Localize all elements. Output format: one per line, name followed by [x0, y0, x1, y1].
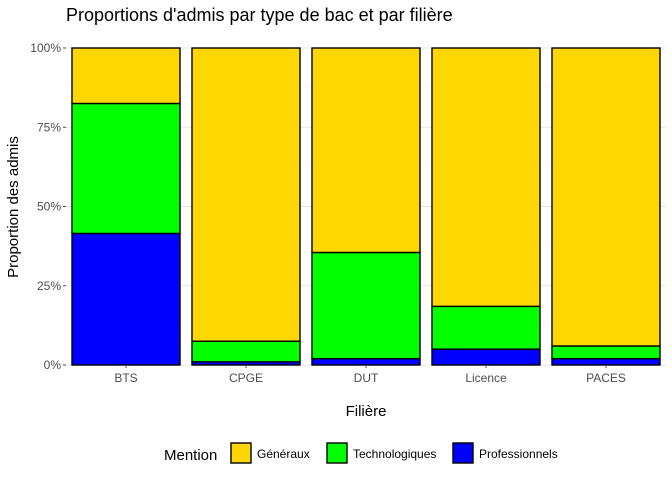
bar-paces-generaux [551, 47, 661, 347]
bar-licence-professionnels [431, 348, 541, 366]
bar-cpge-generaux [191, 47, 301, 342]
legend-label: Technologiques [353, 447, 436, 461]
x-tick-label: PACES [586, 371, 626, 385]
bar-paces-technologiques [551, 345, 661, 360]
legend-label: Professionnels [479, 447, 558, 461]
bar-paces-professionnels [551, 357, 661, 366]
legend-title: Mention [164, 447, 217, 464]
x-tick-label: BTS [114, 371, 137, 385]
bar-dut-generaux [311, 47, 421, 254]
x-axis-title: Filière [346, 403, 387, 420]
bar-bts-professionnels [71, 232, 181, 366]
legend: Mention Généraux Technologiques Profession… [164, 442, 558, 464]
x-tick-label: DUT [354, 371, 379, 385]
bar-dut-technologiques [311, 251, 421, 360]
y-tick-label: 25% [37, 279, 61, 293]
bars [71, 47, 661, 366]
y-tick-label: 75% [37, 120, 61, 134]
chart-title: Proportions d'admis par type de bac et p… [66, 5, 453, 25]
legend-key-professionnels [452, 442, 474, 464]
legend-key-generaux [230, 442, 252, 464]
bar-licence-generaux [431, 47, 541, 308]
x-tick-label: Licence [465, 371, 507, 385]
legend-label: Généraux [257, 447, 310, 461]
x-tick-label: CPGE [229, 371, 263, 385]
x-axis: BTS CPGE DUT Licence PACES [114, 365, 626, 385]
y-tick-label: 0% [44, 358, 62, 372]
y-tick-label: 100% [30, 41, 61, 55]
y-axis-title: Proportion des admis [5, 136, 22, 278]
bar-licence-technologiques [431, 305, 541, 350]
y-tick-label: 50% [37, 200, 61, 214]
bar-dut-professionnels [311, 357, 421, 366]
bar-bts-generaux [71, 47, 181, 105]
bar-cpge-technologiques [191, 340, 301, 363]
legend-key-technologiques [326, 442, 348, 464]
y-axis: 0% 25% 50% 75% 100% [30, 41, 66, 372]
bar-bts-technologiques [71, 102, 181, 235]
